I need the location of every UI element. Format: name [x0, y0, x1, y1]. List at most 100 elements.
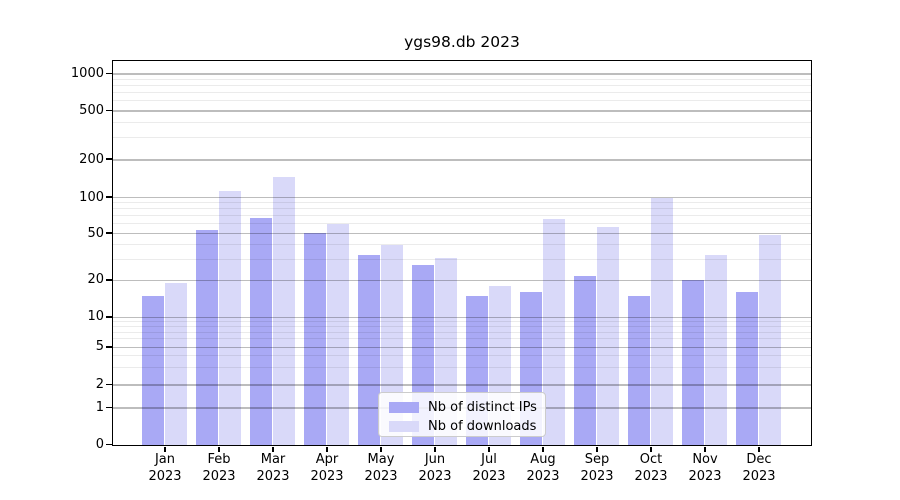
x-tick-label: Oct 2023 [624, 452, 678, 485]
gridline-minor [113, 121, 811, 123]
gridline-minor [113, 208, 811, 210]
gridline-minor [113, 367, 811, 369]
legend-swatch-distinct-ips [389, 402, 419, 413]
gridline-minor [113, 243, 811, 245]
gridline-minor [113, 223, 811, 225]
plot-area [112, 60, 812, 446]
gridline-minor [113, 202, 811, 204]
gridline-minor [113, 100, 811, 102]
x-tick-mark [434, 446, 436, 452]
gridline-minor [113, 215, 811, 217]
gridline-minor [113, 331, 811, 333]
bar-downloads [219, 190, 241, 445]
x-tick-month: Dec [746, 452, 772, 467]
gridline-major [113, 346, 811, 349]
bar-distinct-ips [196, 229, 218, 445]
x-tick-label: Jan 2023 [138, 452, 192, 485]
y-tick-label: 0 [95, 437, 104, 452]
x-tick-mark [380, 446, 382, 452]
y-tick-mark [106, 443, 112, 446]
gridline-major [113, 316, 811, 319]
x-tick-label: Mar 2023 [246, 452, 300, 485]
x-tick-year: 2023 [472, 468, 506, 484]
x-tick-month: Jan [154, 452, 176, 467]
x-tick-month: Mar [260, 452, 286, 467]
x-tick-year: 2023 [634, 468, 668, 484]
bar-distinct-ips [736, 292, 758, 445]
x-tick-month: Jun [424, 452, 446, 467]
y-tick-mark [106, 346, 112, 348]
x-tick-year: 2023 [742, 468, 776, 484]
y-tick-label: 1000 [70, 65, 104, 81]
y-tick-label: 50 [87, 225, 104, 241]
x-tick-label: Nov 2023 [678, 452, 732, 485]
x-tick-label: Dec 2023 [732, 452, 786, 485]
x-tick-mark [488, 446, 490, 452]
y-tick-label: 500 [79, 102, 104, 118]
legend-item-distinct-ips: Nb of distinct IPs [389, 398, 545, 417]
x-tick-year: 2023 [526, 468, 560, 484]
x-tick-month: Aug [530, 452, 556, 467]
bar-distinct-ips [304, 232, 326, 445]
y-tick-label: 100 [79, 189, 104, 205]
x-tick-mark [650, 446, 652, 452]
bar-distinct-ips [142, 295, 164, 445]
y-tick-label: 20 [87, 272, 104, 288]
y-tick-mark [106, 109, 112, 112]
y-tick-label: 10 [87, 309, 104, 325]
bar-distinct-ips [358, 254, 380, 445]
x-tick-mark [596, 446, 598, 452]
bar-distinct-ips [682, 280, 704, 445]
gridline-major [113, 110, 811, 112]
x-tick-mark [758, 446, 760, 452]
gridline-minor [113, 84, 811, 86]
bar-downloads [327, 224, 349, 445]
y-tick-mark [106, 406, 112, 409]
x-tick-month: Oct [639, 452, 663, 467]
gridline-minor [113, 338, 811, 340]
legend: Nb of distinct IPs Nb of downloads [378, 392, 546, 437]
x-tick-mark [542, 446, 544, 452]
y-tick-mark [106, 196, 112, 198]
bar-distinct-ips [628, 295, 650, 445]
gridline-major [113, 159, 811, 161]
y-tick-mark [106, 158, 112, 160]
x-tick-year: 2023 [364, 468, 398, 484]
gridline-major [113, 232, 811, 235]
x-tick-label: Apr 2023 [300, 452, 354, 485]
x-tick-label: Aug 2023 [516, 452, 570, 485]
x-tick-year: 2023 [256, 468, 290, 484]
x-tick-year: 2023 [688, 468, 722, 484]
gridline-major [113, 73, 811, 75]
x-tick-month: Nov [692, 452, 718, 467]
x-tick-label: Jul 2023 [462, 452, 516, 485]
x-tick-mark [704, 446, 706, 452]
x-tick-label: May 2023 [354, 452, 408, 485]
gridline-minor [113, 78, 811, 80]
x-tick-label: Jun 2023 [408, 452, 462, 485]
bar-downloads [165, 283, 187, 445]
gridline-major [113, 279, 811, 282]
y-tick-mark [106, 383, 112, 386]
x-tick-mark [326, 446, 328, 452]
x-tick-month: May [367, 452, 395, 467]
y-tick-mark [106, 279, 112, 281]
x-tick-mark [218, 446, 220, 452]
x-tick-mark [272, 446, 274, 452]
gridline-minor [113, 137, 811, 139]
x-tick-year: 2023 [418, 468, 452, 484]
x-tick-month: Jul [481, 452, 497, 467]
bar-downloads [705, 254, 727, 445]
gridline-minor [113, 325, 811, 327]
x-tick-year: 2023 [310, 468, 344, 484]
y-tick-label: 5 [95, 339, 104, 355]
y-tick-mark [106, 316, 112, 318]
x-tick-year: 2023 [202, 468, 236, 484]
bar-downloads [759, 234, 781, 445]
gridline-major [113, 384, 811, 386]
x-tick-year: 2023 [148, 468, 182, 484]
x-tick-month: Feb [207, 452, 231, 467]
x-tick-month: Apr [315, 452, 339, 467]
gridline-minor [113, 91, 811, 93]
